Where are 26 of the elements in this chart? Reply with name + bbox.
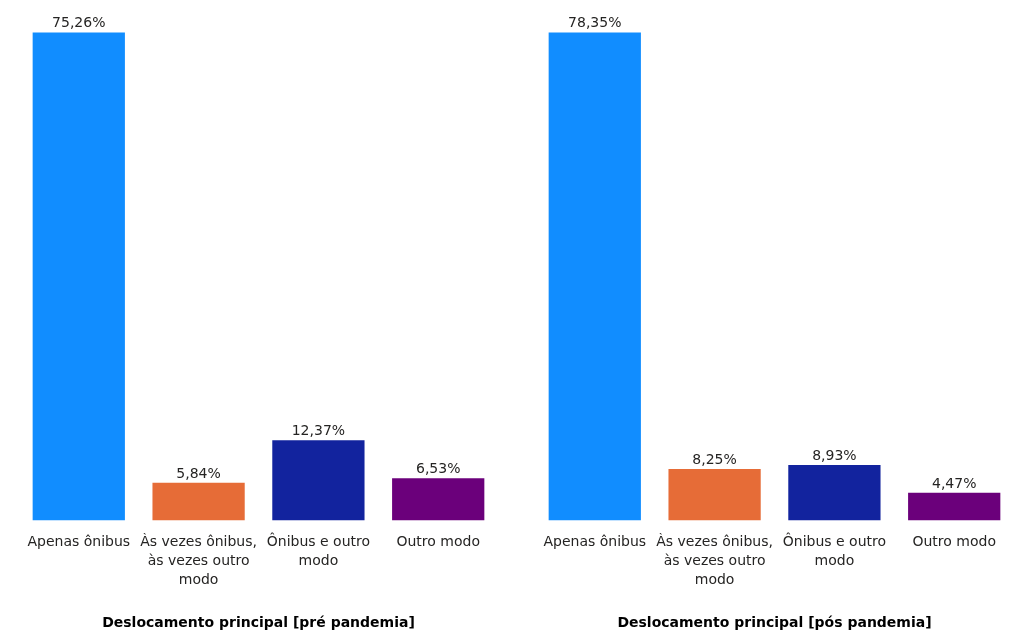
x-tick-label: Apenas ônibus xyxy=(543,532,647,549)
bar xyxy=(668,469,761,521)
data-label: 8,25% xyxy=(692,451,737,468)
data-label: 5,84% xyxy=(176,464,221,481)
data-label: 6,53% xyxy=(415,460,461,477)
x-tick-label: Às vezes ônibus, às vezes outro modo xyxy=(140,532,257,587)
bar xyxy=(788,464,881,521)
x-tick-label: Apenas ônibus xyxy=(27,532,131,549)
data-label: 4,47% xyxy=(931,474,977,491)
data-label: 78,35% xyxy=(568,14,622,31)
x-tick-label: Outro modo xyxy=(912,532,996,549)
bar xyxy=(908,492,1001,521)
x-axis-title: Deslocamento principal [pré pandemia] xyxy=(102,613,415,630)
x-tick-label: Ônibus e outro modo xyxy=(782,531,887,568)
bar xyxy=(548,32,641,521)
x-tick-label: Ônibus e outro modo xyxy=(266,531,371,568)
data-label: 12,37% xyxy=(291,422,346,439)
data-label: 8,93% xyxy=(812,446,857,463)
bar xyxy=(32,32,125,521)
bar xyxy=(152,482,245,521)
data-label: 75,26% xyxy=(52,14,106,31)
bar xyxy=(392,478,485,521)
x-tick-label: Outro modo xyxy=(396,532,480,549)
bar xyxy=(272,440,365,521)
x-axis-title: Deslocamento principal [pós pandemia] xyxy=(617,613,932,630)
x-tick-label: Às vezes ônibus, às vezes outro modo xyxy=(656,532,773,587)
